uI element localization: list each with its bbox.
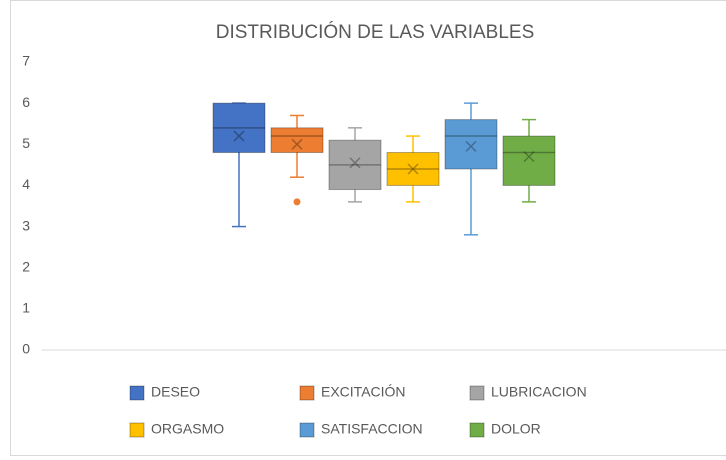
mean-marker <box>465 140 477 152</box>
y-tick-label: 7 <box>22 53 30 69</box>
box <box>502 135 556 186</box>
mean-marker <box>407 163 419 175</box>
y-tick-label: 0 <box>22 341 30 357</box>
y-tick-label: 1 <box>22 300 30 316</box>
legend-swatch <box>469 422 485 438</box>
box <box>386 152 440 186</box>
legend-swatch <box>299 422 315 438</box>
legend-label: LUBRICACION <box>491 384 587 400</box>
mean-marker <box>523 151 535 163</box>
mean-marker <box>233 130 245 142</box>
legend-swatch <box>469 385 485 401</box>
outlier <box>293 198 301 206</box>
box <box>444 119 498 170</box>
chart-frame <box>10 0 726 456</box>
y-tick-label: 2 <box>22 258 30 274</box>
y-tick-label: 4 <box>22 176 30 192</box>
legend-label: SATISFACCION <box>321 421 423 437</box>
chart-title: DISTRIBUCIÓN DE LAS VARIABLES <box>216 21 535 43</box>
legend-swatch <box>299 385 315 401</box>
legend-label: ORGASMO <box>151 421 224 437</box>
box <box>328 139 382 191</box>
y-tick-label: 5 <box>22 135 30 151</box>
mean-marker <box>349 157 361 169</box>
legend-label: DESEO <box>151 384 200 400</box>
legend-label: DOLOR <box>491 421 541 437</box>
box <box>270 127 324 154</box>
mean-marker <box>291 138 303 150</box>
y-tick-label: 3 <box>22 217 30 233</box>
legend-swatch <box>129 385 145 401</box>
y-tick-label: 6 <box>22 94 30 110</box>
legend-swatch <box>129 422 145 438</box>
box <box>212 102 266 154</box>
legend-label: EXCITACIÓN <box>321 384 406 400</box>
